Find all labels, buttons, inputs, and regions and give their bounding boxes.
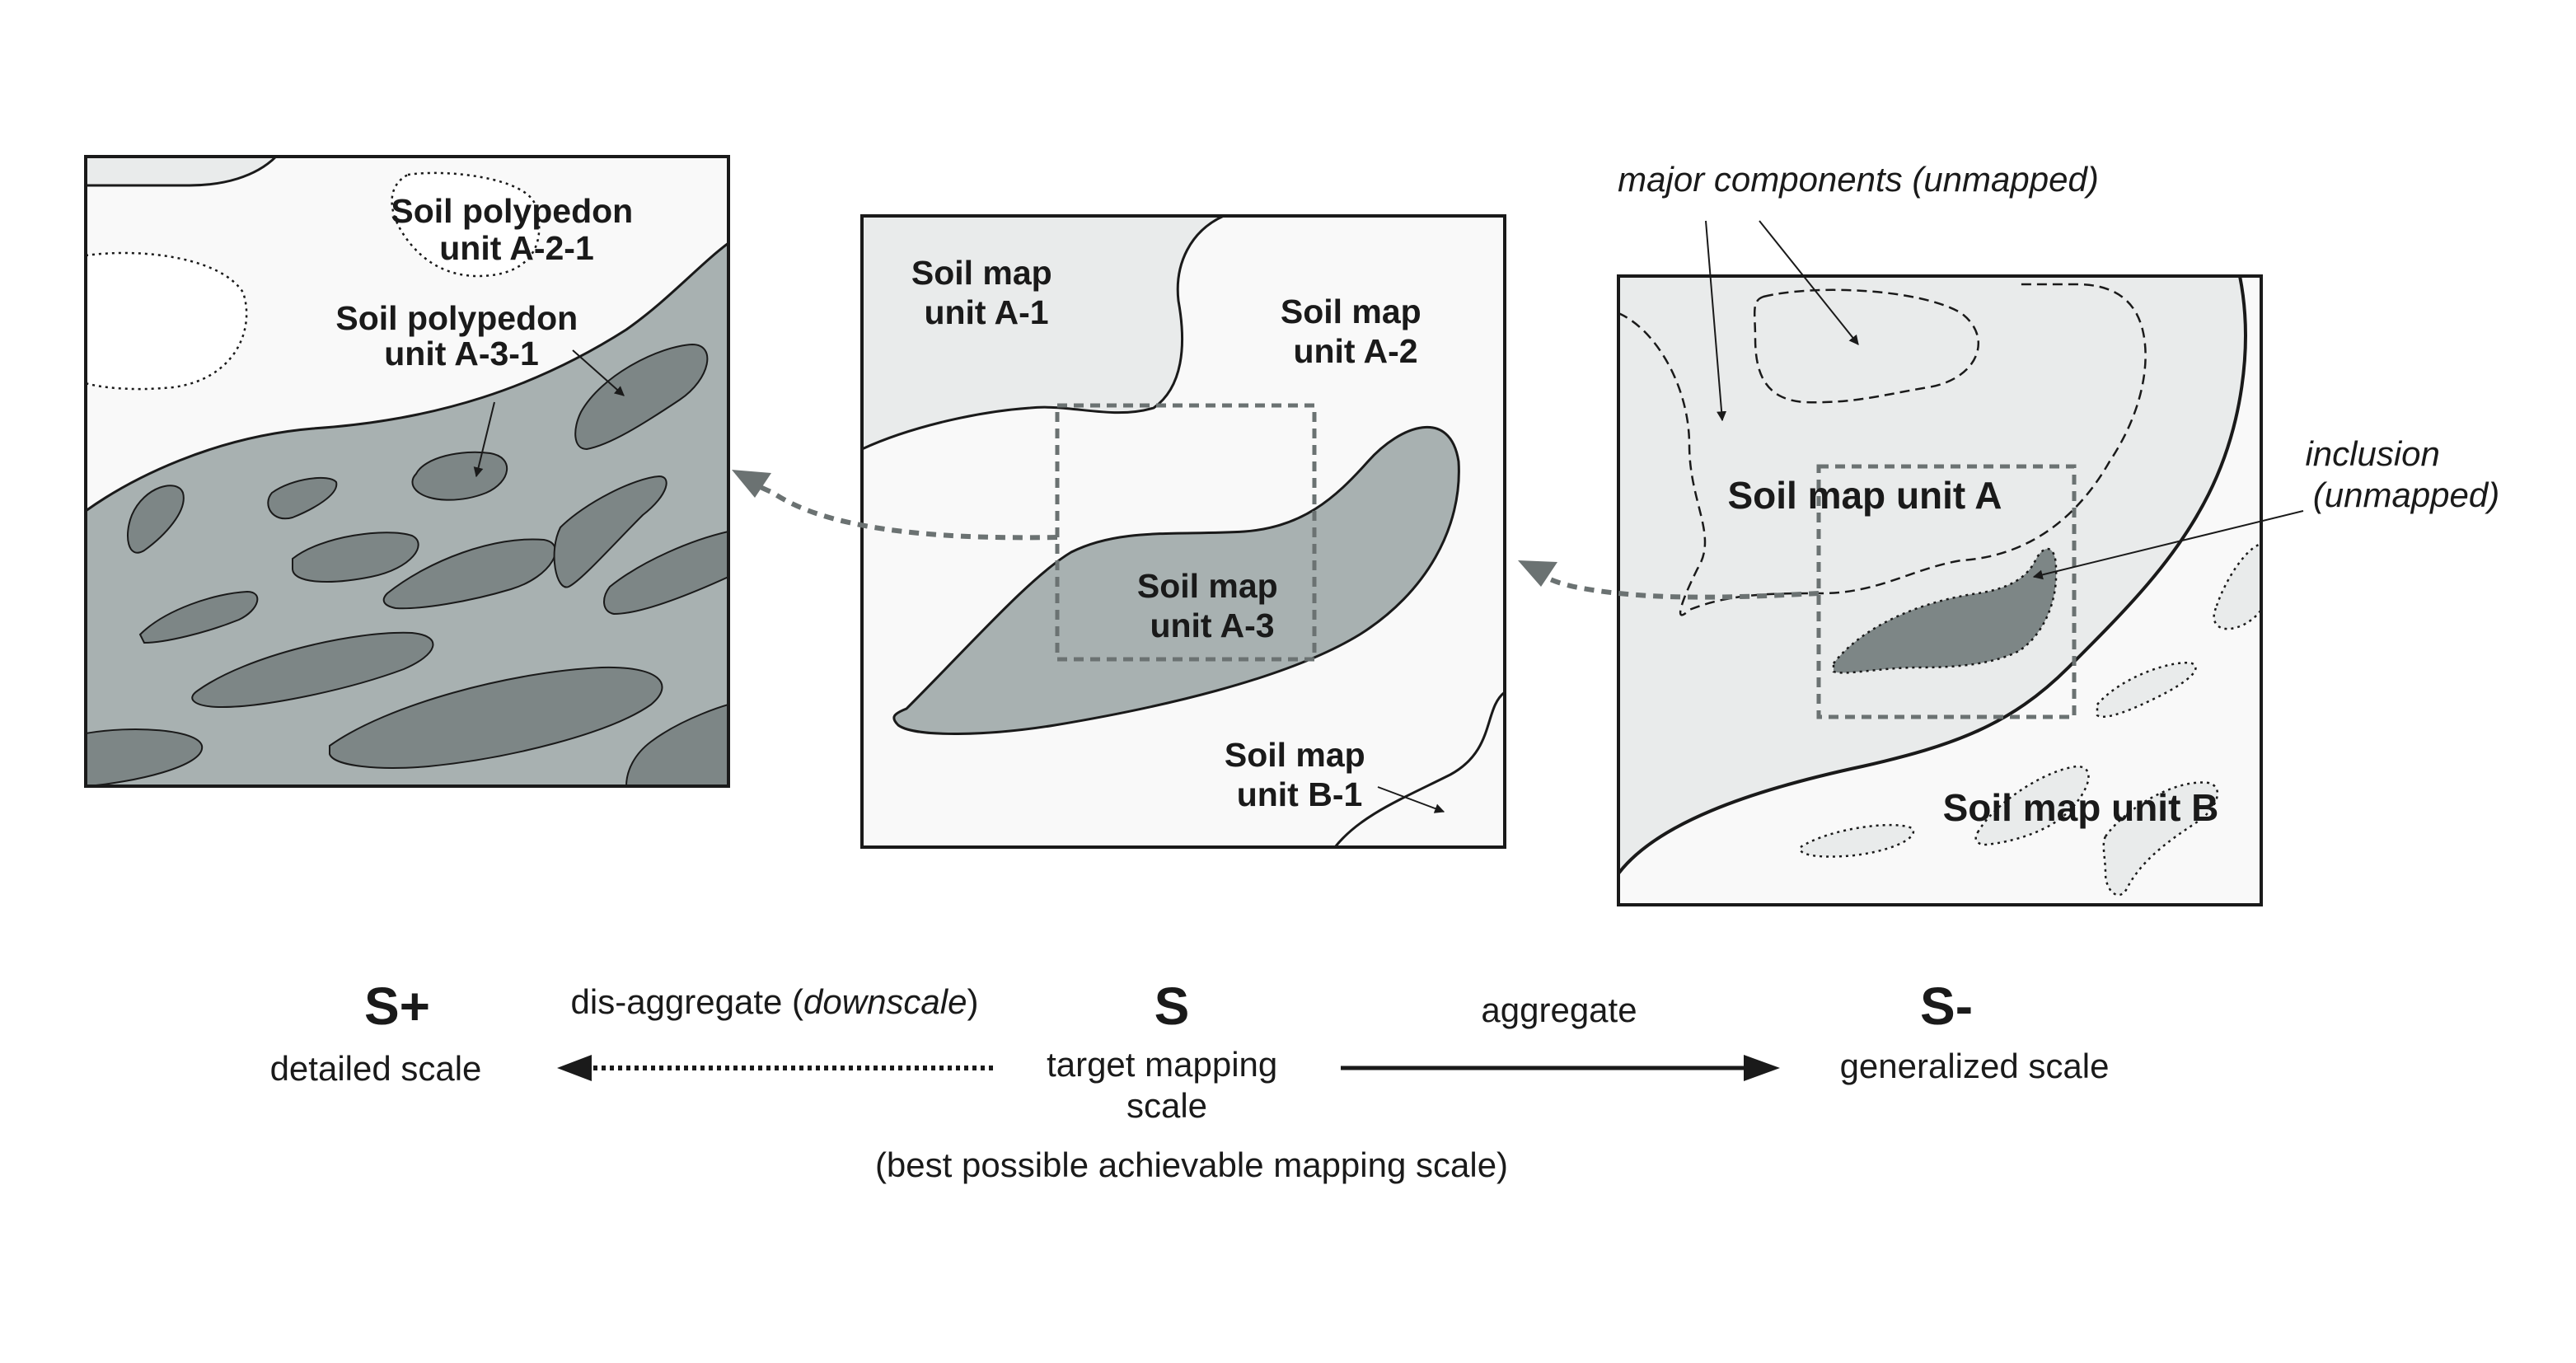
detailed-scale-label: detailed scale [270, 1049, 482, 1088]
top-left-light-unit [86, 157, 279, 187]
white-left-inclusion [86, 251, 248, 391]
arrow-major-component-2 [1759, 220, 1859, 345]
zoom-arrow-head-target [1518, 560, 1557, 587]
aggregate-label: aggregate [1481, 991, 1637, 1029]
major-components-label: major components (unmapped) [1618, 160, 2099, 199]
s-plus-symbol: S+ [364, 977, 430, 1036]
zoom-arrow-head-detailed [732, 470, 771, 498]
zoom-window-generalized [1816, 464, 2077, 719]
major-component-boundary [1618, 283, 2147, 616]
arrow-to-a31-left [473, 401, 495, 478]
polypedon-a31-label: Soil polypedon unit A-3-1 [335, 299, 587, 372]
zoom-arrows [745, 477, 1820, 600]
target-scale-panel: Soil map unit A-1 Soil map unit A-2 Soil… [860, 214, 1506, 849]
unit-b-label: Soil map unit B [1943, 786, 2219, 829]
unit-b-inclusions [1799, 542, 2261, 897]
arrow-to-a31-right [572, 349, 625, 396]
best-achievable-note: (best possible achievable mapping scale) [875, 1145, 1508, 1184]
unit-a-region [1618, 276, 2247, 877]
target-scale-label: target mapping scale [1047, 1045, 1287, 1125]
arrow-inclusion [2032, 510, 2304, 580]
polypedon-a31-shape [411, 451, 508, 501]
arrow-to-b1 [1377, 786, 1445, 813]
unit-b1-label: Soil map unit B-1 [1225, 736, 1375, 813]
s-symbol: S [1155, 977, 1190, 1036]
polypedon-a21-label: Soil polypedon unit A-2-1 [391, 192, 642, 267]
unit-a1-label: Soil map unit A-1 [911, 254, 1061, 331]
disaggregate-label: dis-aggregate (downscale) [571, 982, 979, 1021]
dark-polypedon-inclusions [86, 343, 728, 786]
unit-a3-label: Soil map unit A-3 [1137, 567, 1287, 644]
aggregate-arrow-head [1744, 1055, 1780, 1081]
unit-a3-region [892, 426, 1460, 736]
polypedon-a21-shape [391, 171, 541, 278]
generalized-panel-frame [1617, 274, 2263, 906]
scale-axis: S+ detailed scale dis-aggregate (downsca… [270, 977, 2110, 1184]
zoom-window-target [1055, 403, 1317, 662]
major-component-closed [1753, 288, 1979, 404]
unit-a1-region [862, 216, 1225, 451]
detailed-scale-panel: Soil polypedon unit A-2-1 Soil polypedon… [84, 155, 730, 788]
unit-a-label: Soil map unit A [1727, 474, 2002, 517]
inclusion-label: inclusion (unmapped) [2305, 434, 2499, 514]
disaggregate-arrow-head [557, 1055, 592, 1081]
arrow-major-component-1 [1705, 220, 1727, 422]
s-minus-symbol: S- [1920, 977, 1973, 1036]
generalized-scale-panel: major components (unmapped) inclusion (u… [1617, 160, 2499, 906]
inclusion-shape [1832, 547, 2058, 674]
zoom-arrow-generalized-to-target [1532, 566, 1820, 600]
detailed-panel-frame [84, 155, 730, 788]
unit-a2-label: Soil map unit A-2 [1281, 293, 1431, 370]
target-panel-frame [860, 214, 1506, 849]
unit-a3-matrix [86, 241, 728, 786]
unit-b1-boundary [1333, 691, 1505, 847]
generalized-scale-label: generalized scale [1840, 1047, 2110, 1085]
